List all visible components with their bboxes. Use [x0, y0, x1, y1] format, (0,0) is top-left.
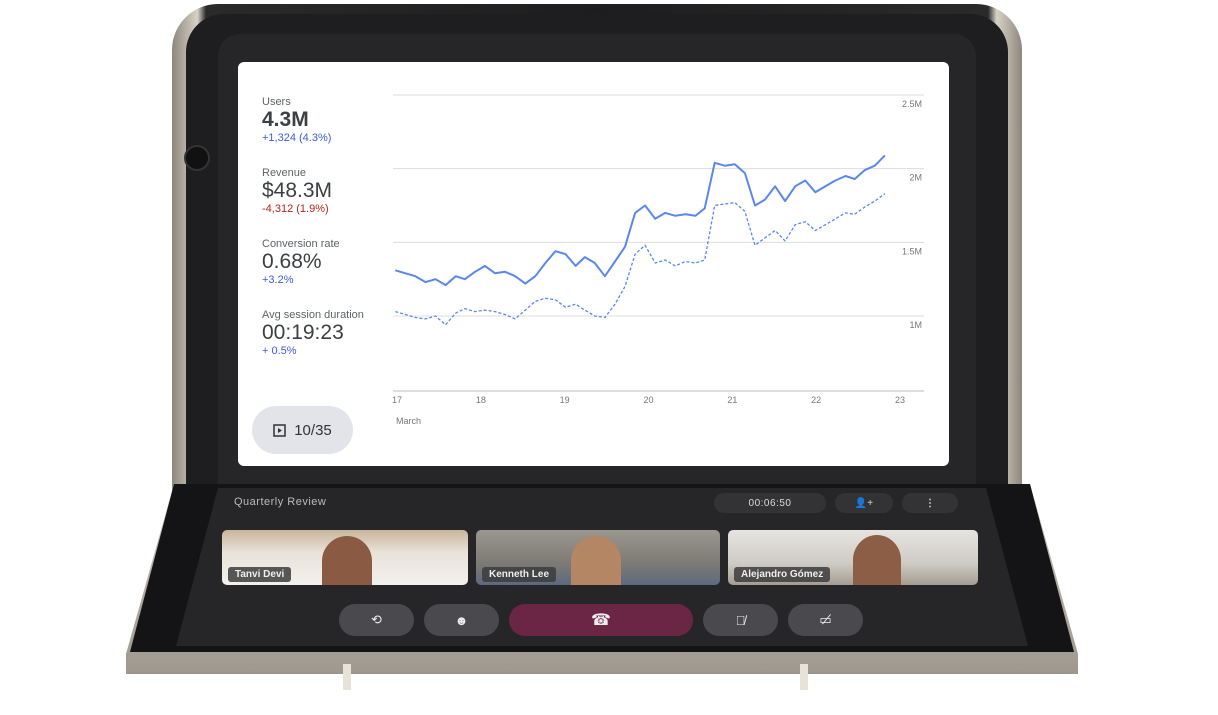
y-tick-label: 1.5M [902, 246, 922, 256]
metric-value: 00:19:23 [262, 321, 344, 344]
add-person-button[interactable]: 👤+ [835, 493, 893, 513]
x-tick-label: 20 [643, 395, 653, 405]
participant-tile[interactable]: Alejandro Gómez [728, 530, 978, 585]
participant-tile[interactable]: Tanvi Devi [222, 530, 468, 585]
series-line-solid [395, 154, 886, 287]
mute-button[interactable]: 🎙̸ [703, 604, 778, 636]
add-person-icon: 👤+ [854, 497, 874, 509]
metric-value: $48.3M [262, 179, 333, 202]
call-timer: 00:06:50 [714, 493, 826, 513]
camera-off-button[interactable]: ▭̸ [788, 604, 863, 636]
play-icon [273, 423, 286, 437]
x-tick-label: 23 [895, 395, 905, 405]
slide-counter-button[interactable]: 10/35 [252, 406, 353, 454]
participant-video [571, 536, 621, 585]
metric-delta: +3.2% [262, 274, 294, 286]
more-options-button[interactable]: ⋮ [902, 493, 958, 513]
hinge-mark [343, 664, 351, 690]
camera-icon [184, 145, 210, 171]
participant-name: Alejandro Gómez [734, 567, 831, 582]
mic-off-icon: 🎙̸ [735, 612, 746, 628]
more-vert-icon: ⋮ [925, 497, 935, 509]
line-chart: 1M 1.5M 2M 2.5M 17 18 19 20 21 22 23 March [392, 94, 924, 426]
metric-conversion: Conversion rate 0.68% +3.2% [262, 238, 340, 286]
x-tick-label: 22 [811, 395, 821, 405]
x-tick-label: 17 [392, 395, 402, 405]
metric-delta: + 0.5% [262, 345, 297, 357]
emoji-icon: ☻ [454, 612, 469, 628]
participant-name: Tanvi Devi [228, 567, 292, 582]
metric-delta: -4,312 (1.9%) [262, 203, 329, 215]
metric-label: Conversion rate [262, 238, 340, 250]
metric-value: 0.68% [262, 250, 322, 273]
switch-camera-button[interactable]: ⟲ [339, 604, 414, 636]
participant-name: Kenneth Lee [482, 567, 557, 582]
series-line-dashed [395, 193, 886, 326]
metric-label: Users [262, 96, 291, 108]
metric-label: Avg session duration [262, 309, 364, 321]
x-tick-label: 18 [476, 395, 486, 405]
metric-users: Users 4.3M +1,324 (4.3%) [262, 96, 331, 144]
presentation-slide: Users 4.3M +1,324 (4.3%) Revenue $48.3M … [238, 62, 949, 466]
y-tick-label: 2M [909, 173, 922, 183]
x-tick-label: 19 [560, 395, 570, 405]
y-tick-label: 1M [909, 320, 922, 330]
participant-video [853, 535, 901, 585]
metric-revenue: Revenue $48.3M -4,312 (1.9%) [262, 167, 332, 215]
metric-label: Revenue [262, 167, 307, 179]
participant-video [322, 536, 372, 585]
meeting-title: Quarterly Review [234, 496, 327, 508]
metric-delta: +1,324 (4.3%) [262, 132, 332, 144]
participant-tile[interactable]: Kenneth Lee [476, 530, 720, 585]
reactions-button[interactable]: ☻ [424, 604, 499, 636]
x-axis-label: March [396, 416, 421, 426]
videocam-off-icon: ▭̸ [819, 612, 832, 627]
metric-session: Avg session duration 00:19:23 + 0.5% [262, 309, 364, 357]
x-tick-label: 21 [727, 395, 737, 405]
hang-up-icon: ☎ [591, 612, 611, 629]
y-tick-label: 2.5M [902, 99, 922, 109]
slide-counter: 10/35 [294, 421, 332, 439]
metric-value: 4.3M [262, 108, 309, 131]
hinge-mark [800, 664, 808, 690]
end-call-button[interactable]: ☎ [509, 604, 693, 636]
flip-camera-icon: ⟲ [371, 612, 382, 627]
